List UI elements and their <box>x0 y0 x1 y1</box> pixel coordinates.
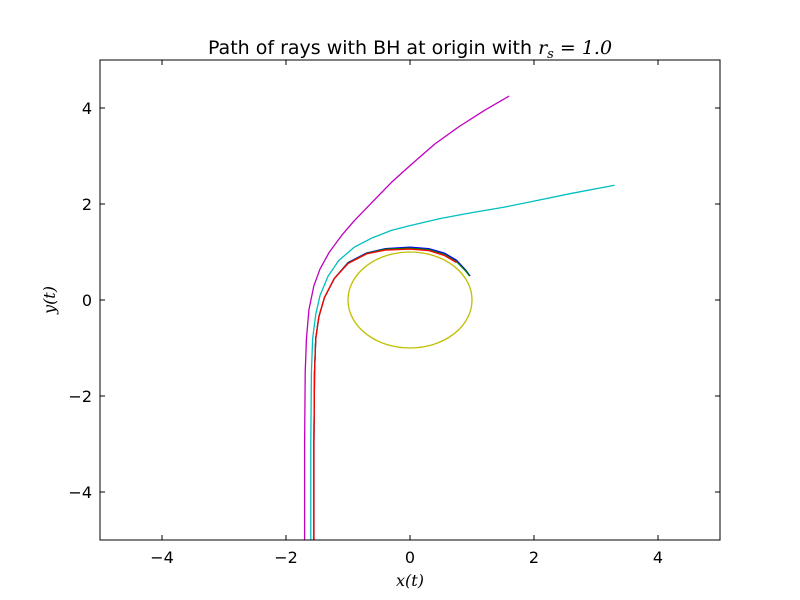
x-tick-label: −4 <box>150 548 174 567</box>
series-line-2 <box>310 184 615 540</box>
series-layer <box>303 95 615 540</box>
series-line-5 <box>313 248 457 540</box>
x-tick-label: 0 <box>405 548 415 567</box>
y-tick-label: 0 <box>82 291 92 310</box>
series-line-1 <box>303 95 510 540</box>
y-tick-label: −4 <box>68 483 92 502</box>
x-tick-label: 2 <box>529 548 539 567</box>
y-tick-label: −2 <box>68 387 92 406</box>
x-tick-label: 4 <box>653 548 663 567</box>
tick-layer: −4 −2 0 2 4 −4 −2 0 2 4 <box>68 60 720 567</box>
y-tick-label: 2 <box>82 195 92 214</box>
y-tick-label: 4 <box>82 99 92 118</box>
chart-title: Path of rays with BH at origin with rs =… <box>208 37 612 62</box>
plot-area: −4 −2 0 2 4 −4 −2 0 2 4 <box>68 59 721 567</box>
x-tick-label: −2 <box>274 548 298 567</box>
y-axis-label: y(t) <box>40 286 59 315</box>
x-axis-label: x(t) <box>396 571 424 590</box>
series-line-6 <box>347 251 473 349</box>
